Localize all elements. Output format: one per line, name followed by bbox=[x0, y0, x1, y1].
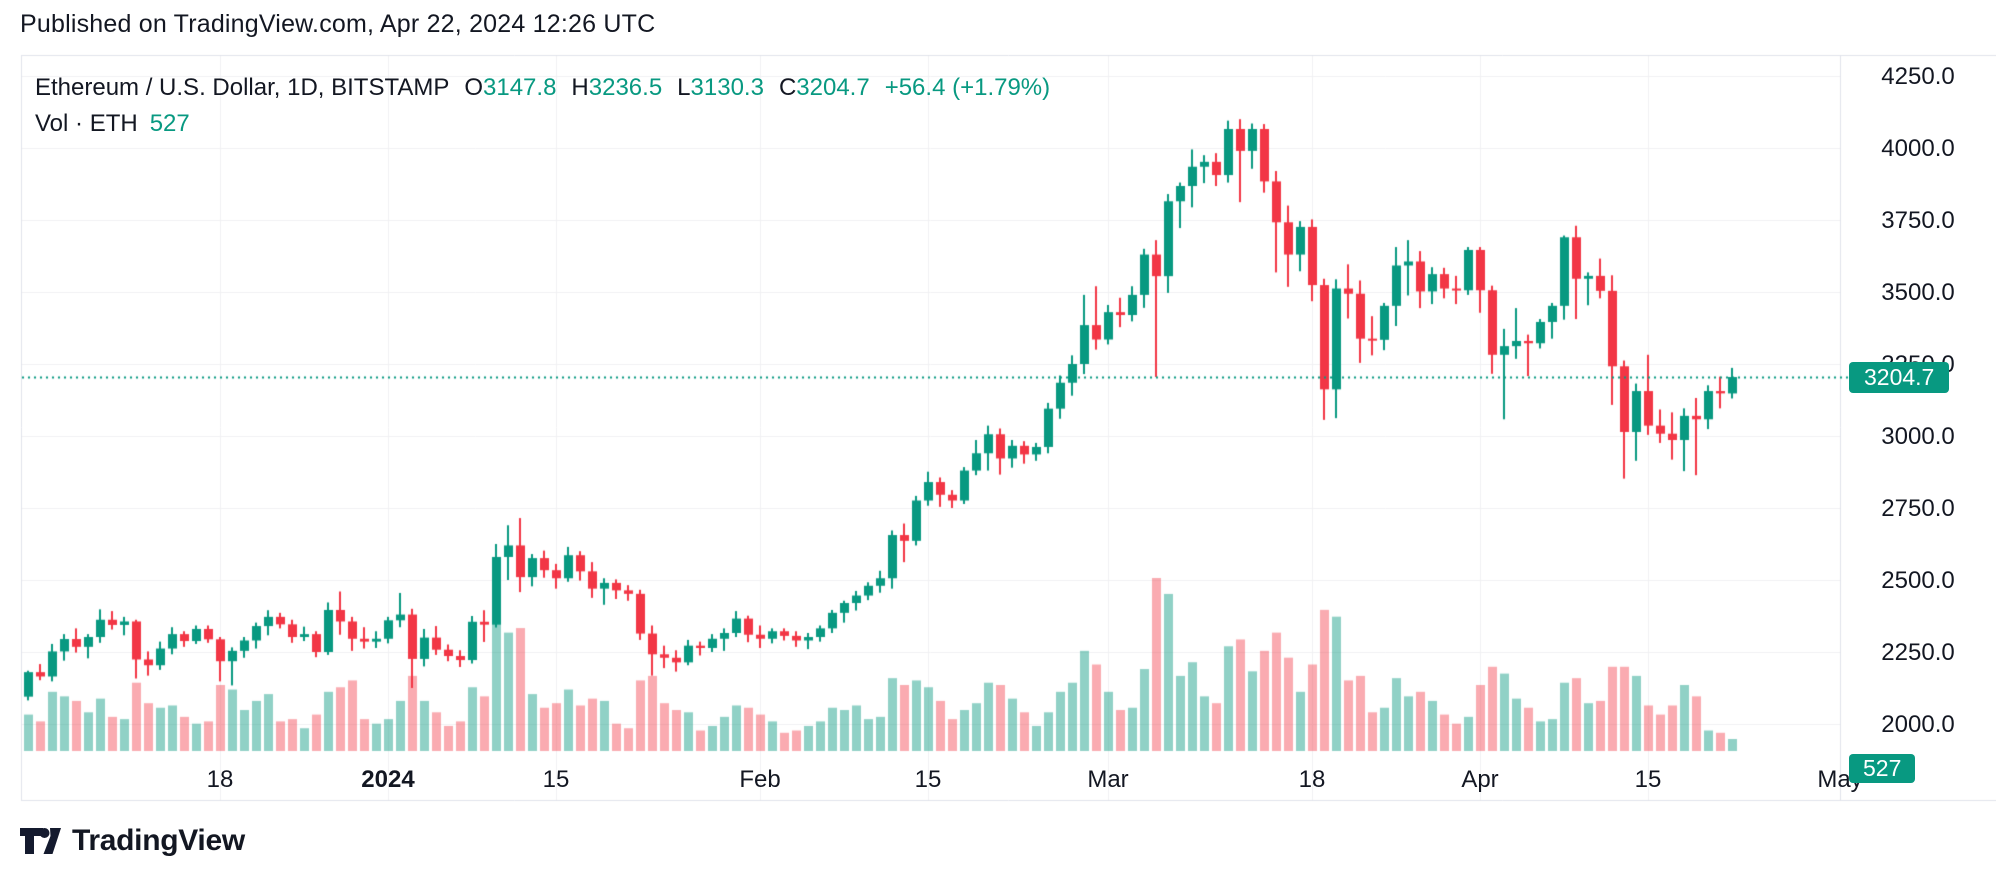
tradingview-brand[interactable]: TradingView bbox=[20, 824, 245, 858]
y-axis-label: 2250.0 bbox=[1881, 639, 1955, 666]
last-volume-badge: 527 bbox=[1849, 754, 1916, 783]
y-axis-label: 3000.0 bbox=[1881, 423, 1955, 450]
last-price-badge: 3204.7 bbox=[1849, 362, 1950, 393]
chart-legend: Ethereum / U.S. Dollar, 1D, BITSTAMP O31… bbox=[35, 74, 1050, 102]
y-axis-label: 4250.0 bbox=[1881, 63, 1955, 90]
y-axis-label: 3750.0 bbox=[1881, 207, 1955, 234]
y-axis-label: 4000.0 bbox=[1881, 135, 1955, 162]
brand-name: TradingView bbox=[72, 824, 245, 857]
volume-value: 527 bbox=[149, 110, 190, 137]
legend-change: +56.4 (+1.79%) bbox=[884, 74, 1051, 101]
y-axis-label: 2500.0 bbox=[1881, 567, 1955, 594]
publish-note: Published on TradingView.com, Apr 22, 20… bbox=[20, 10, 656, 38]
legend-open: O3147.8 bbox=[464, 74, 557, 101]
tradingview-logo-icon bbox=[20, 828, 61, 854]
y-axis-label: 3500.0 bbox=[1881, 279, 1955, 306]
y-axis-label: 2750.0 bbox=[1881, 495, 1955, 522]
legend-high: H3236.5 bbox=[571, 74, 663, 101]
legend-close: C3204.7 bbox=[778, 74, 870, 101]
symbol-title[interactable]: Ethereum / U.S. Dollar, 1D, BITSTAMP bbox=[35, 74, 450, 101]
legend-low: L3130.3 bbox=[677, 74, 764, 101]
price-scale[interactable]: 4250.04000.03750.03500.03250.03000.02750… bbox=[1840, 0, 1996, 810]
y-axis-label: 2000.0 bbox=[1881, 711, 1955, 738]
volume-legend: Vol · ETH 527 bbox=[35, 110, 190, 138]
volume-label: Vol · ETH bbox=[35, 110, 138, 137]
